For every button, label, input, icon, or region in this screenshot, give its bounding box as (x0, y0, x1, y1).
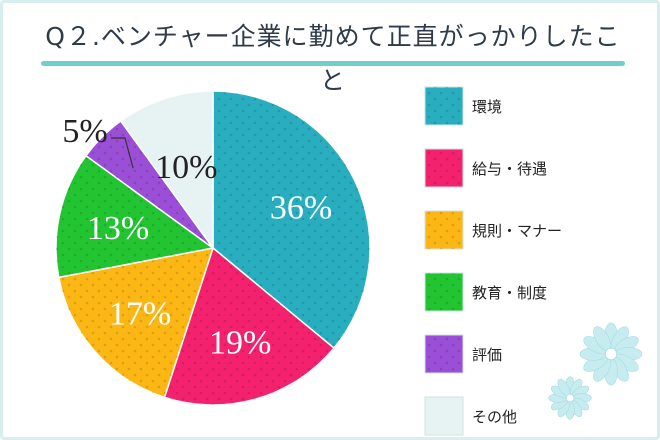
pie-label-6: 10% (155, 149, 217, 186)
legend-swatch-texture (425, 335, 463, 373)
flower-decoration (548, 322, 643, 420)
pie-label-5: 5% (62, 113, 107, 150)
legend-label-2: 給与・待遇 (472, 160, 547, 178)
legend-swatch-texture (425, 273, 463, 311)
title-underline (41, 61, 625, 66)
legend-swatch-texture (425, 211, 463, 249)
legend-label-3: 規則・マナー (472, 222, 562, 240)
legend-swatch-texture (425, 149, 463, 187)
legend-label-5: 評価 (472, 346, 502, 364)
pie-label-1: 36% (270, 190, 332, 227)
pie-slice-6 (119, 90, 214, 251)
pie-label-4: 13% (87, 210, 149, 247)
legend-label-1: 環境 (472, 98, 502, 116)
pie-label-3: 17% (109, 295, 171, 332)
flower-icon-large (579, 322, 643, 386)
legend-swatch-texture (425, 87, 463, 125)
pie-labels: 36% 19% 17% 13% 5% 10% (62, 113, 332, 362)
pie-label-2: 19% (209, 325, 271, 362)
flower-icon-small (548, 376, 592, 420)
page-title: Q２.ベンチャー企業に勤めて正直がっかりしたこと (45, 22, 621, 95)
legend-swatch-6 (424, 396, 464, 436)
legend-label-6: その他 (472, 408, 517, 426)
legend-label-4: 教育・制度 (472, 284, 547, 302)
label-leader-line (111, 137, 134, 169)
